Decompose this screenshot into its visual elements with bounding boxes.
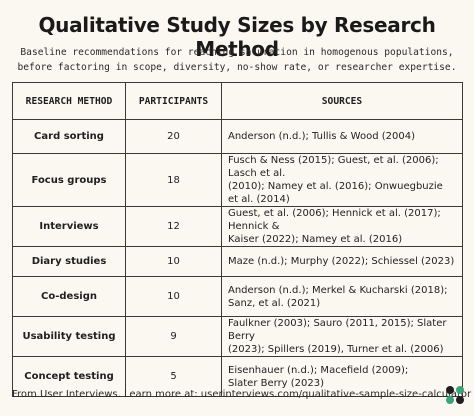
sources-line: (2023); Spillers (2019), Turner et al. (…	[228, 344, 444, 355]
logo-dot-top-right	[456, 386, 464, 394]
table-row: Interviews 12 Guest, et al. (2006); Henn…	[12, 206, 463, 247]
table-row: Diary studies 10 Maze (n.d.); Murphy (20…	[12, 246, 463, 277]
participants-cell: 10	[125, 276, 222, 317]
table-row: Concept testing 5 Eisenhauer (n.d.); Mac…	[12, 356, 463, 397]
participants-cell: 10	[125, 246, 222, 277]
participants-cell: 12	[125, 206, 222, 247]
sources-line: Eisenhauer (n.d.); Macefield (2009);	[228, 364, 409, 376]
participants-cell: 9	[125, 316, 222, 357]
method-cell: Usability testing	[12, 316, 126, 357]
method-cell: Diary studies	[12, 246, 126, 277]
table-row: Card sorting 20 Anderson (n.d.); Tullis …	[12, 119, 463, 154]
sources-line: Anderson (n.d.); Merkel & Kucharski (201…	[228, 284, 448, 296]
logo-dot-bottom-right	[456, 396, 464, 404]
method-cell: Co-design	[12, 276, 126, 317]
subtitle-line-1: Baseline recommendations for reaching sa…	[20, 47, 454, 58]
sources-line: Sanz, et al. (2021)	[228, 297, 321, 309]
sources-cell: Eisenhauer (n.d.); Macefield (2009); Sla…	[221, 356, 463, 397]
column-header-sources: SOURCES	[221, 82, 463, 120]
table-header-row: RESEARCH METHOD PARTICIPANTS SOURCES	[12, 82, 463, 120]
sources-line: Guest, et al. (2006); Hennick et al. (20…	[228, 208, 441, 232]
logo-dot-top-left	[446, 386, 454, 394]
column-header-method: RESEARCH METHOD	[12, 82, 126, 120]
sources-line: (2010); Namey et al. (2016); Onwuegbuzie…	[228, 181, 443, 205]
page-title: Qualitative Study Sizes by Research Meth…	[38, 13, 436, 61]
participants-cell: 18	[125, 153, 222, 207]
user-interviews-logo-icon	[446, 386, 464, 404]
sources-cell: Anderson (n.d.); Tullis & Wood (2004)	[221, 119, 463, 154]
sources-cell: Anderson (n.d.); Merkel & Kucharski (201…	[221, 276, 463, 317]
table-row: Focus groups 18 Fusch & Ness (2015); Gue…	[12, 153, 463, 207]
sources-cell: Faulkner (2003); Sauro (2011, 2015); Sla…	[221, 316, 463, 357]
table-row: Usability testing 9 Faulkner (2003); Sau…	[12, 316, 463, 357]
sources-cell: Maze (n.d.); Murphy (2022); Schiessel (2…	[221, 246, 463, 277]
sources-line: Maze (n.d.); Murphy (2022); Schiessel (2…	[228, 256, 455, 267]
method-cell: Focus groups	[12, 153, 126, 207]
method-cell: Concept testing	[12, 356, 126, 397]
sources-line: Anderson (n.d.); Tullis & Wood (2004)	[228, 131, 415, 142]
method-cell: Interviews	[12, 206, 126, 247]
sources-line: Slater Berry (2023)	[228, 377, 325, 389]
sources-cell: Fusch & Ness (2015); Guest, et al. (2006…	[221, 153, 463, 207]
footer-attribution: From User Interviews. Learn more at: use…	[12, 389, 472, 400]
method-cell: Card sorting	[12, 119, 126, 154]
participants-cell: 20	[125, 119, 222, 154]
sources-line: Kaiser (2022); Namey et al. (2016)	[228, 234, 403, 245]
column-header-participants: PARTICIPANTS	[125, 82, 222, 120]
sources-line: Fusch & Ness (2015); Guest, et al. (2006…	[228, 155, 439, 179]
sources-cell: Guest, et al. (2006); Hennick et al. (20…	[221, 206, 463, 247]
logo-dot-bottom-left	[446, 396, 454, 404]
subtitle: Baseline recommendations for reaching sa…	[0, 45, 474, 75]
table-row: Co-design 10 Anderson (n.d.); Merkel & K…	[12, 276, 463, 317]
subtitle-line-2: before factoring in scope, diversity, no…	[17, 62, 457, 73]
sources-line: Faulkner (2003); Sauro (2011, 2015); Sla…	[228, 318, 447, 342]
study-sizes-table: RESEARCH METHOD PARTICIPANTS SOURCES Car…	[12, 82, 463, 397]
